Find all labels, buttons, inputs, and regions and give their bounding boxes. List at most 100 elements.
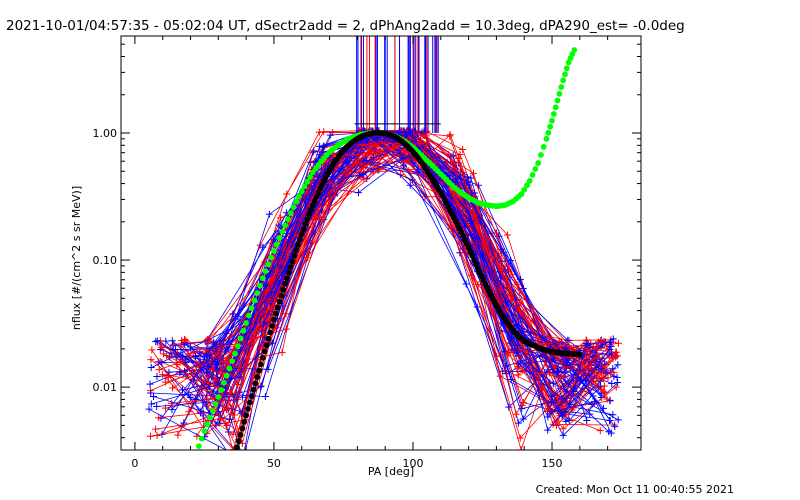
data-marker xyxy=(559,425,567,433)
green-fit-point xyxy=(223,372,230,379)
fit-curves xyxy=(195,47,583,450)
green-fit-point xyxy=(204,421,211,428)
green-fit-point xyxy=(276,234,283,241)
data-marker xyxy=(328,173,336,181)
green-fit-point xyxy=(521,186,528,193)
green-fit-point xyxy=(246,312,252,319)
data-marker xyxy=(268,339,276,347)
green-fit-point xyxy=(234,343,241,350)
green-fit-point xyxy=(209,407,216,414)
black-fit-point xyxy=(576,351,583,358)
data-marker xyxy=(277,214,285,222)
data-marker xyxy=(598,374,606,382)
green-fit-point xyxy=(232,350,238,357)
data-marker xyxy=(156,358,164,366)
data-marker xyxy=(168,406,176,414)
green-fit-point xyxy=(554,97,561,104)
x-axis-label: PA [deg] xyxy=(368,465,414,478)
data-marker xyxy=(360,175,368,183)
black-fit-point xyxy=(304,216,311,223)
data-marker xyxy=(498,286,506,294)
green-fit-point xyxy=(558,84,565,90)
black-fit-point xyxy=(282,280,288,287)
black-fit-point xyxy=(296,236,303,243)
black-fit-point xyxy=(289,258,296,265)
data-marker xyxy=(147,364,155,372)
data-marker xyxy=(519,415,527,423)
x-tick-label: 50 xyxy=(267,457,281,470)
green-fit-point xyxy=(526,177,533,184)
black-fit-point xyxy=(302,221,309,228)
data-marker xyxy=(180,419,188,427)
green-fit-point xyxy=(290,204,297,211)
black-fit-point xyxy=(280,286,287,293)
green-fit-point xyxy=(248,305,255,311)
black-fit-point xyxy=(287,264,294,271)
black-fit-point xyxy=(241,418,248,425)
black-fit-point xyxy=(256,367,263,374)
y-axis: 0.01 0.10 1.00 xyxy=(93,43,641,439)
data-marker xyxy=(161,378,169,386)
data-marker xyxy=(600,382,608,390)
green-fit-point xyxy=(296,193,302,200)
trace-line xyxy=(193,150,611,393)
green-fit-point xyxy=(287,210,294,217)
green-fit-point xyxy=(543,135,550,142)
data-marker xyxy=(596,427,604,435)
data-marker xyxy=(403,157,411,165)
x-tick-label: 150 xyxy=(542,457,563,470)
data-marker xyxy=(603,344,611,352)
x-tick-label: 100 xyxy=(402,457,423,470)
data-marker xyxy=(614,379,622,387)
green-fit-point xyxy=(237,335,244,342)
data-marker xyxy=(196,409,204,417)
data-marker xyxy=(354,155,362,163)
data-marker xyxy=(583,416,591,424)
data-marker xyxy=(186,393,194,401)
black-fit-point xyxy=(265,335,272,342)
data-marker xyxy=(605,428,613,436)
data-marker xyxy=(467,174,475,182)
green-fit-point xyxy=(563,65,570,72)
data-marker xyxy=(163,352,171,360)
green-fit-point xyxy=(545,129,552,136)
data-marker xyxy=(513,342,521,349)
data-marker xyxy=(149,392,157,400)
black-fit-point xyxy=(261,348,268,355)
green-fit-point xyxy=(529,172,536,178)
green-fit-point xyxy=(262,268,269,275)
data-marker xyxy=(455,155,463,163)
green-fit-point xyxy=(518,191,525,198)
data-marker xyxy=(420,132,428,140)
green-fit-point xyxy=(279,228,286,235)
data-marker xyxy=(459,145,467,153)
trace-line xyxy=(184,138,588,411)
black-fit-point xyxy=(248,393,255,399)
data-marker xyxy=(147,356,155,364)
black-fit-point xyxy=(243,412,250,419)
data-marker xyxy=(181,335,189,343)
data-marker xyxy=(558,411,566,419)
data-marker xyxy=(604,374,612,382)
data-marker xyxy=(399,162,407,170)
green-fit-point xyxy=(265,261,272,268)
data-marker xyxy=(278,348,286,356)
data-marker xyxy=(504,351,512,359)
data-marker xyxy=(215,419,223,427)
black-fit-point xyxy=(254,374,261,380)
data-marker xyxy=(229,310,237,318)
data-marker xyxy=(614,416,622,424)
data-marker xyxy=(304,254,312,262)
green-fit-point xyxy=(243,320,250,326)
green-fit-point xyxy=(201,428,208,435)
data-marker xyxy=(496,372,504,380)
black-fit-point xyxy=(271,316,277,323)
data-marker xyxy=(607,349,615,357)
data-marker xyxy=(169,384,177,392)
data-marker xyxy=(406,181,414,189)
data-marker xyxy=(609,335,617,343)
data-marker xyxy=(446,132,454,140)
data-marker xyxy=(152,425,160,433)
data-marker xyxy=(611,423,619,431)
